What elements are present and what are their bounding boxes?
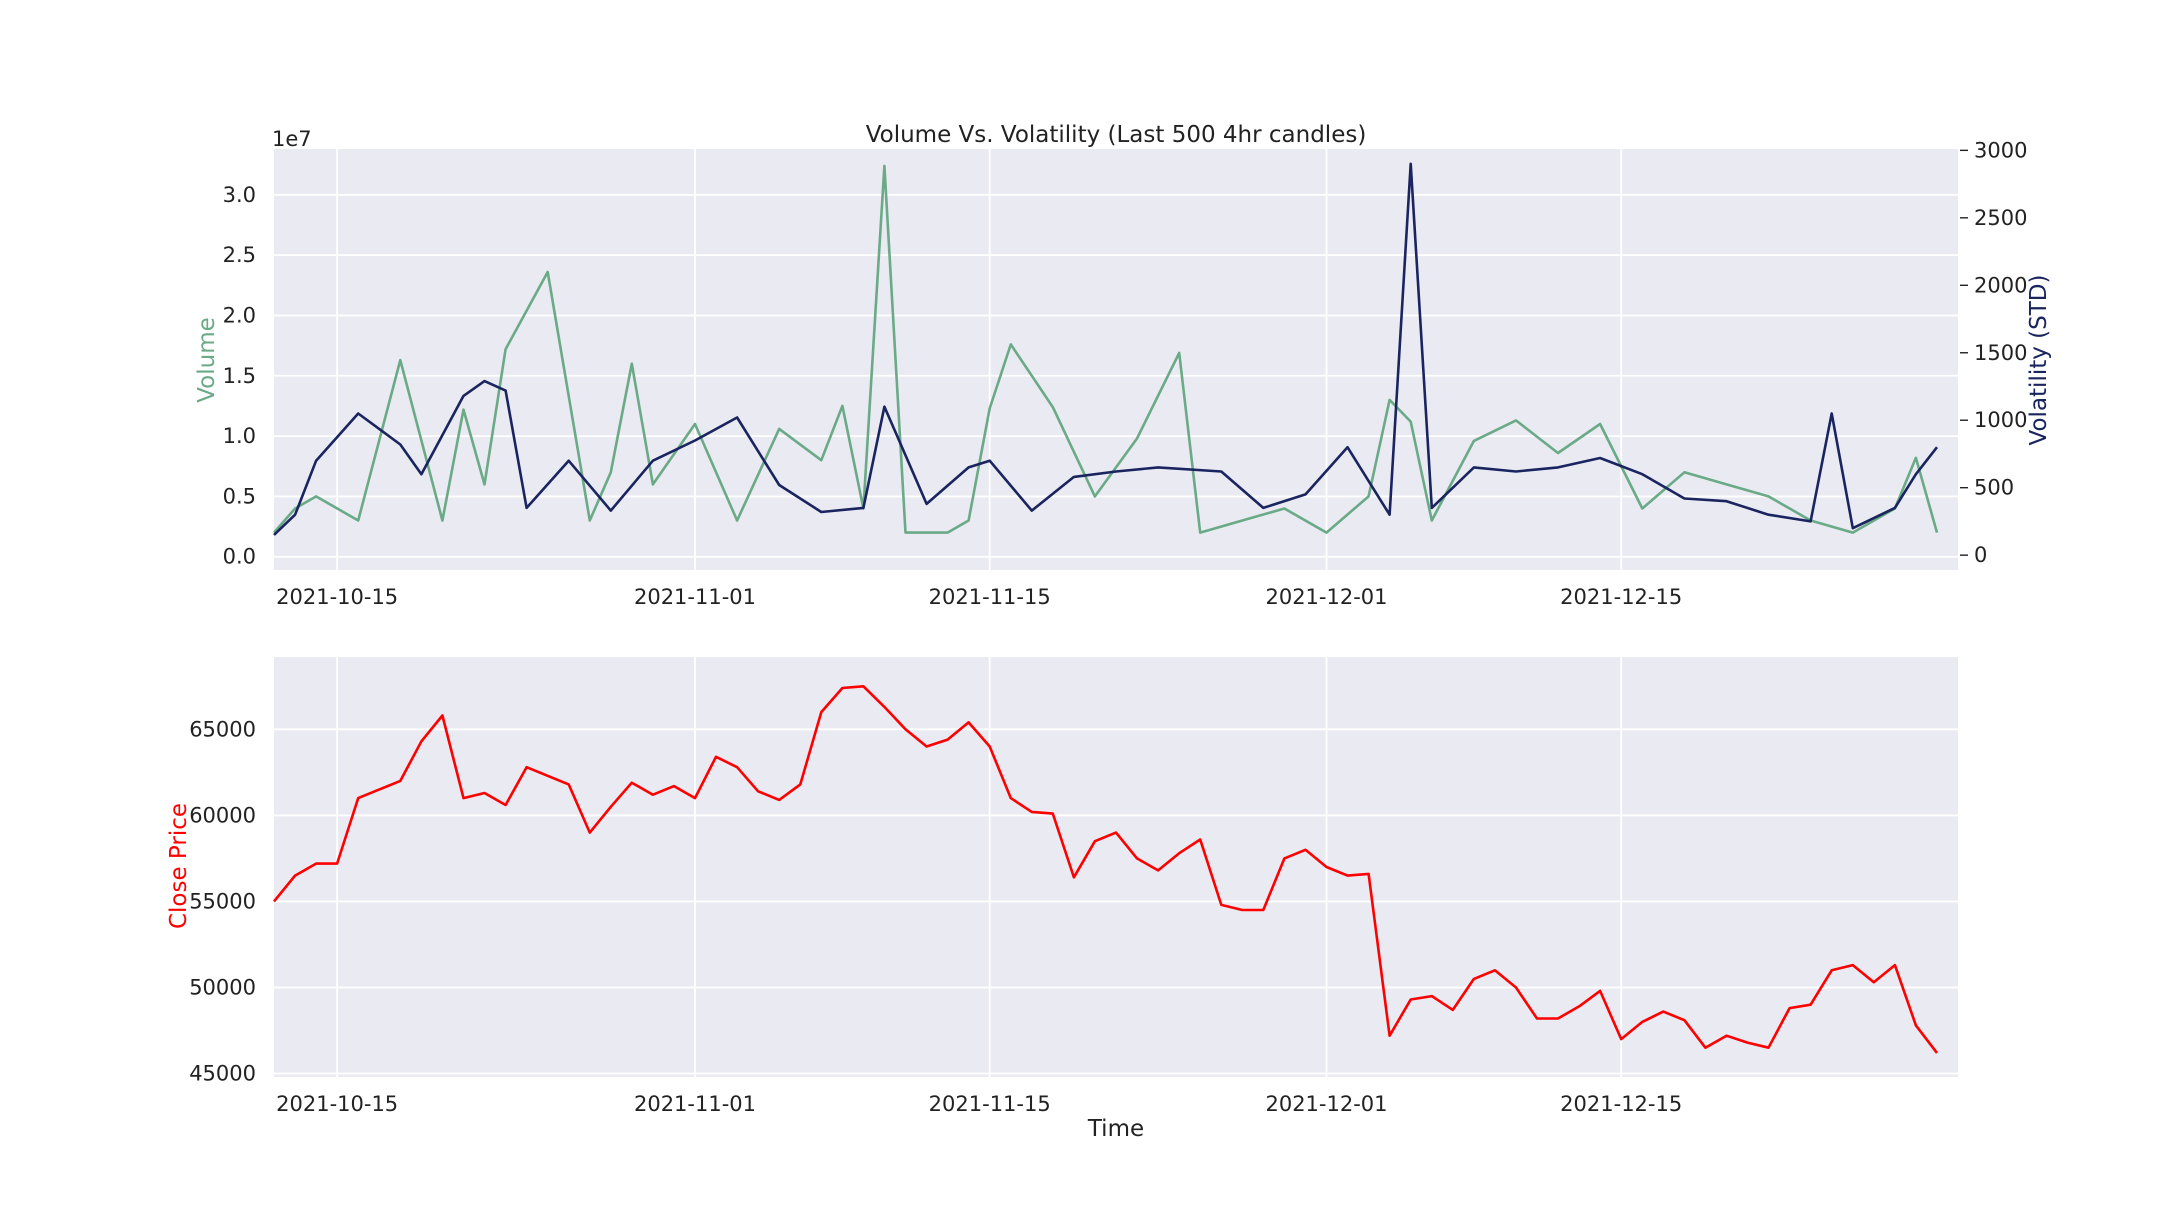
offset-text: 1e7: [272, 127, 312, 151]
y-tick-label: 0.5: [223, 484, 256, 508]
close-price-panel: 2021-10-15 2021-11-01 2021-11-15 2021-12-01…: [166, 657, 1958, 1142]
grid-bottom: [274, 657, 1958, 1077]
chart-title: Volume Vs. Volatility (Last 500 4hr cand…: [866, 122, 1367, 148]
x-axis-label-time: Time: [1087, 1116, 1144, 1142]
x-tick-label: 2021-11-15: [929, 585, 1051, 609]
series-bottom: [272, 684, 1939, 1054]
y-tick-label: 45000: [189, 1062, 256, 1086]
grid-top: [274, 149, 1958, 570]
y-tick-label: 55000: [189, 889, 256, 913]
y-ticks-volume: 0.0 0.5 1.0 1.5 2.0 2.5 3.0: [223, 183, 256, 569]
x-tick-label: 2021-12-15: [1560, 1092, 1682, 1116]
x-tick-label: 2021-12-15: [1560, 585, 1682, 609]
x-tick-label: 2021-11-15: [929, 1092, 1051, 1116]
x-tick-label: 2021-10-15: [276, 1092, 398, 1116]
y-axis-label-close-price: Close Price: [166, 803, 192, 929]
volume-line: [273, 164, 1939, 534]
x-tick-label: 2021-10-15: [276, 585, 398, 609]
y-tick-label: 50000: [189, 975, 256, 999]
plot-area-top: [274, 149, 1958, 570]
y2-tick-label: 2000: [1974, 273, 2027, 297]
y2-tick-label: 3000: [1974, 138, 2027, 162]
x-tick-label: 2021-12-01: [1265, 585, 1387, 609]
y-axis-label-volatility: Volatility (STD): [2026, 275, 2052, 446]
y2-tick-label: 1000: [1974, 408, 2027, 432]
y-tick-label: 2.5: [223, 243, 256, 267]
volatility-std-line: [273, 162, 1939, 536]
y2-tick-label: 500: [1974, 476, 2014, 500]
series-top: [273, 162, 1939, 536]
y-tick-label: 1.5: [223, 364, 256, 388]
y2-tick-label: 1500: [1974, 341, 2027, 365]
y-ticks-volatility: 0 500 1000 1500 2000 2500 3000: [1960, 138, 2027, 567]
x-tick-label: 2021-11-01: [634, 1092, 756, 1116]
y-tick-label: 60000: [189, 803, 256, 827]
close-price-line: [272, 684, 1939, 1054]
y-axis-label-volume: Volume: [194, 317, 220, 403]
y-tick-label: 0.0: [223, 545, 256, 569]
y-tick-label: 65000: [189, 717, 256, 741]
y-tick-label: 3.0: [223, 183, 256, 207]
x-ticks-top: 2021-10-15 2021-11-01 2021-11-15 2021-12-01…: [276, 585, 1682, 609]
x-tick-label: 2021-11-01: [634, 585, 756, 609]
y-ticks-close-price: 45000 50000 55000 60000 65000: [189, 717, 256, 1085]
x-tick-label: 2021-12-01: [1265, 1092, 1387, 1116]
x-ticks-bottom: 2021-10-15 2021-11-01 2021-11-15 2021-12-01…: [276, 1092, 1682, 1116]
volume-volatility-panel: 2021-10-15 2021-11-01 2021-11-15 2021-12-01…: [194, 122, 2052, 609]
y2-tick-label: 2500: [1974, 206, 2027, 230]
plot-area-bottom: [274, 657, 1958, 1077]
y-tick-label: 1.0: [223, 424, 256, 448]
y-tick-label: 2.0: [223, 303, 256, 327]
y2-tick-label: 0: [1974, 543, 1987, 567]
